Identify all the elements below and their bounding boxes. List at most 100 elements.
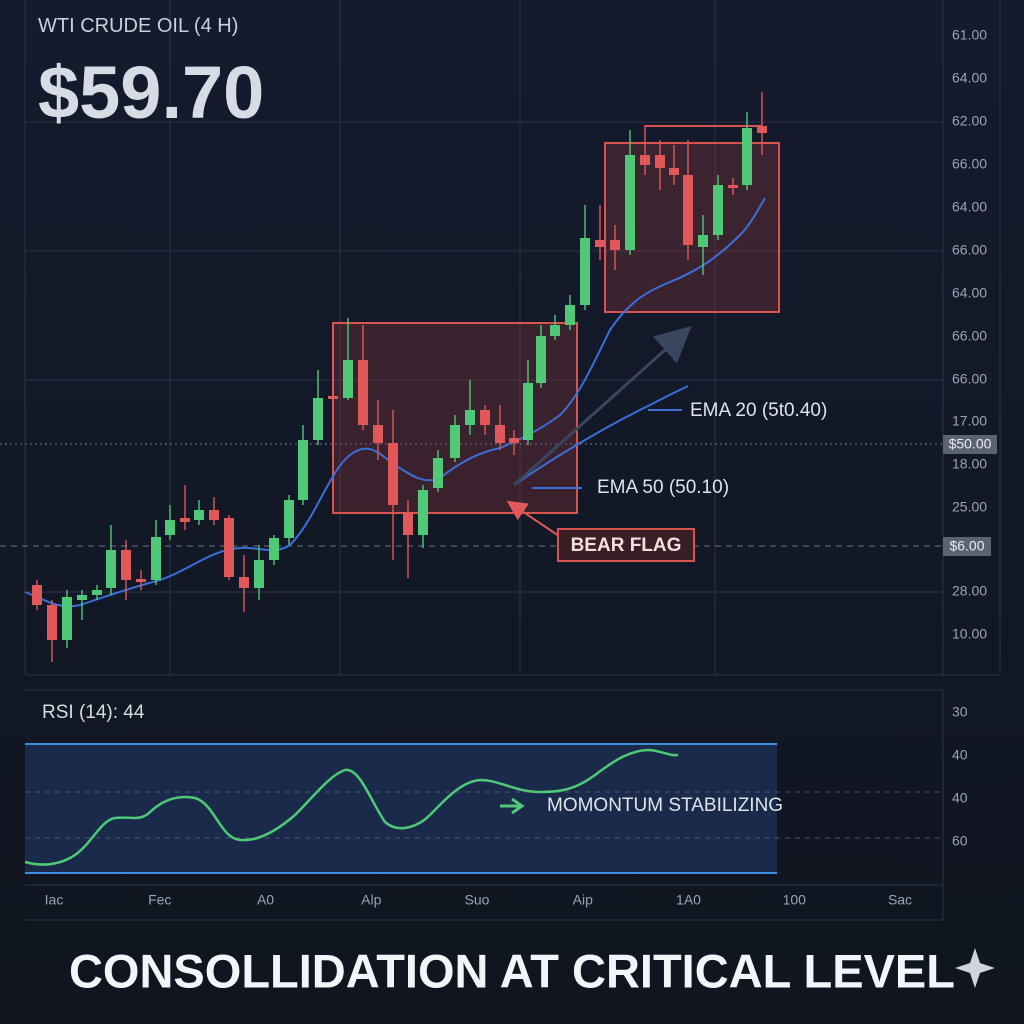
candle-body <box>683 175 693 245</box>
time-axis-label: A0 <box>257 892 274 908</box>
candle-wick <box>565 295 575 330</box>
rsi-title: RSI (14): 44 <box>42 702 145 723</box>
price-badge-label: $6.00 <box>949 538 984 554</box>
symbol-label: WTI CRUDE OIL (4 H) <box>38 15 238 37</box>
candle-body <box>495 425 505 443</box>
price-axis-label: 25.00 <box>952 499 987 515</box>
candle-body <box>121 550 131 580</box>
time-axis-label: Alp <box>361 892 381 908</box>
time-axis: Iac Fec A0 Alp Suo Aip 1A0 100 Sac <box>45 892 912 908</box>
candle-body <box>92 590 102 595</box>
candle-body <box>655 155 665 168</box>
ema-50-label: EMA 50 (50.10) <box>597 477 729 498</box>
candle-body <box>580 238 590 305</box>
candle-wick <box>343 318 353 400</box>
candle-body <box>509 438 519 443</box>
time-axis-label: Aip <box>573 892 593 908</box>
candle-wick <box>32 580 42 610</box>
candle-wick <box>328 330 338 420</box>
candle-wick <box>536 325 546 388</box>
candle-body <box>418 490 428 535</box>
candle-body <box>373 425 383 443</box>
candle-body <box>550 325 560 336</box>
price-axis-label: 62.00 <box>952 113 987 129</box>
candle-wick <box>610 225 620 270</box>
candle-body <box>523 383 533 440</box>
candle-wick <box>388 410 398 560</box>
candle-wick <box>509 430 519 455</box>
price-axis-label: 61.00 <box>952 27 987 43</box>
candle-wick <box>480 405 490 435</box>
candle-wick <box>523 360 533 445</box>
candle-body <box>32 585 42 605</box>
candle-wick <box>47 600 57 662</box>
candle-wick <box>121 540 131 600</box>
price-badge <box>943 537 991 556</box>
price-axis-label: 64.00 <box>952 285 987 301</box>
candle-body <box>165 520 175 535</box>
rsi-axis-label: 30 <box>952 704 968 720</box>
candle-body <box>536 336 546 383</box>
ema-20-line <box>24 197 766 608</box>
trend-arrow <box>512 325 692 487</box>
sparkle-icon <box>955 948 995 988</box>
candle-wick <box>403 500 413 578</box>
price-display: $59.70 <box>38 51 264 134</box>
candle-wick <box>106 525 116 595</box>
candle-wick <box>92 585 102 600</box>
rsi-axis-label: 40 <box>952 747 968 763</box>
price-axis-label: 64.00 <box>952 70 987 86</box>
candle-wick <box>580 205 590 310</box>
candle-wick <box>713 175 723 240</box>
momentum-label: MOMONTUM STABILIZING <box>547 795 783 816</box>
bear-flag-tag <box>557 528 695 562</box>
candle-body <box>328 396 338 399</box>
time-axis-label: 100 <box>783 892 807 908</box>
candle-wick <box>254 545 264 600</box>
candle-body <box>403 512 413 535</box>
candle-body <box>180 518 190 522</box>
candle-wick <box>194 500 204 525</box>
price-badge <box>943 435 997 454</box>
candle-body <box>388 443 398 505</box>
candle-body <box>284 500 294 538</box>
price-axis-label: 18.00 <box>952 456 987 472</box>
time-axis-label: Suo <box>465 892 490 908</box>
candle-body <box>239 577 249 588</box>
time-axis-label: 1A0 <box>676 892 701 908</box>
candle-wick <box>655 140 665 190</box>
candle-body <box>433 458 443 488</box>
candle-wick <box>358 325 368 430</box>
candle-wick <box>742 112 752 190</box>
candle-wick <box>728 178 738 195</box>
candle-wick <box>136 570 146 590</box>
candle-wick <box>418 485 428 548</box>
candle-wick <box>683 140 693 260</box>
candle-wick <box>62 590 72 648</box>
candle-wick <box>595 205 605 260</box>
candle-wick <box>433 450 443 492</box>
candle-wick <box>165 505 175 540</box>
price-axis-label: 66.00 <box>952 328 987 344</box>
candle-body <box>465 410 475 425</box>
price-badge-label: $50.00 <box>949 436 992 452</box>
candle-wick <box>313 370 323 445</box>
candle-wick <box>450 415 460 462</box>
candle-body <box>62 597 72 640</box>
candle-body <box>358 360 368 425</box>
candle-wick <box>284 495 294 545</box>
time-axis-label: Iac <box>45 892 64 908</box>
candle-wick <box>373 400 383 460</box>
candle-wick <box>640 125 650 175</box>
price-axis-label: 66.00 <box>952 242 987 258</box>
candle-wick <box>239 555 249 612</box>
candle-body <box>450 425 460 458</box>
candle-wick <box>209 497 219 525</box>
price-axis-label: 66.00 <box>952 156 987 172</box>
candle-wick <box>698 215 708 275</box>
candle-body <box>728 185 738 188</box>
rsi-band <box>25 744 777 873</box>
candle-wick <box>669 145 679 185</box>
candle-wick <box>180 485 190 530</box>
